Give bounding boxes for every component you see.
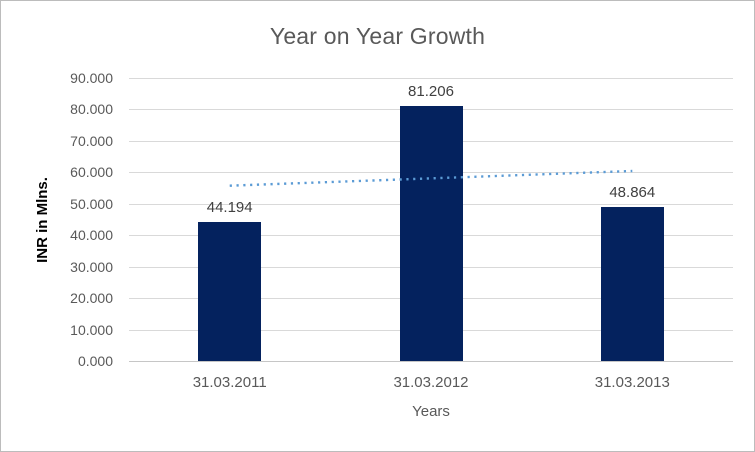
y-gridline (129, 78, 733, 79)
bar-31.03.2012 (399, 105, 463, 361)
y-tick-label: 60.000 (70, 164, 113, 181)
x-axis-title: Years (412, 403, 450, 420)
chart-title: Year on Year Growth (269, 23, 486, 49)
y-tick-label: 30.000 (70, 258, 113, 275)
bar-31.03.2013 (600, 207, 664, 361)
bar-data-label: 44.194 (206, 199, 253, 216)
bar-data-label: 48.864 (609, 184, 656, 202)
x-tick-label: 31.03.2012 (393, 374, 469, 391)
bar-31.03.2011 (198, 222, 262, 361)
plot-area: 44.194 81.206 48.864 (129, 78, 733, 362)
y-tick-label: 50.000 (70, 195, 113, 212)
y-tick-label: 0.000 (77, 353, 113, 369)
x-tick-label: 31.03.2011 (192, 374, 267, 391)
y-tick-label: 90.000 (70, 70, 113, 86)
trendline (229, 169, 633, 187)
y-tick-label: 80.000 (70, 101, 113, 118)
x-tick-label: 31.03.2013 (594, 374, 670, 391)
trendline-layer (229, 169, 633, 187)
y-tick-label: 20.000 (70, 290, 113, 307)
y-tick-label: 10.000 (70, 321, 113, 338)
x-axis-line (129, 361, 733, 362)
bar-data-label: 81.206 (408, 82, 454, 100)
y-tick-label: 40.000 (70, 227, 113, 244)
y-tick-label: 70.000 (70, 132, 113, 149)
